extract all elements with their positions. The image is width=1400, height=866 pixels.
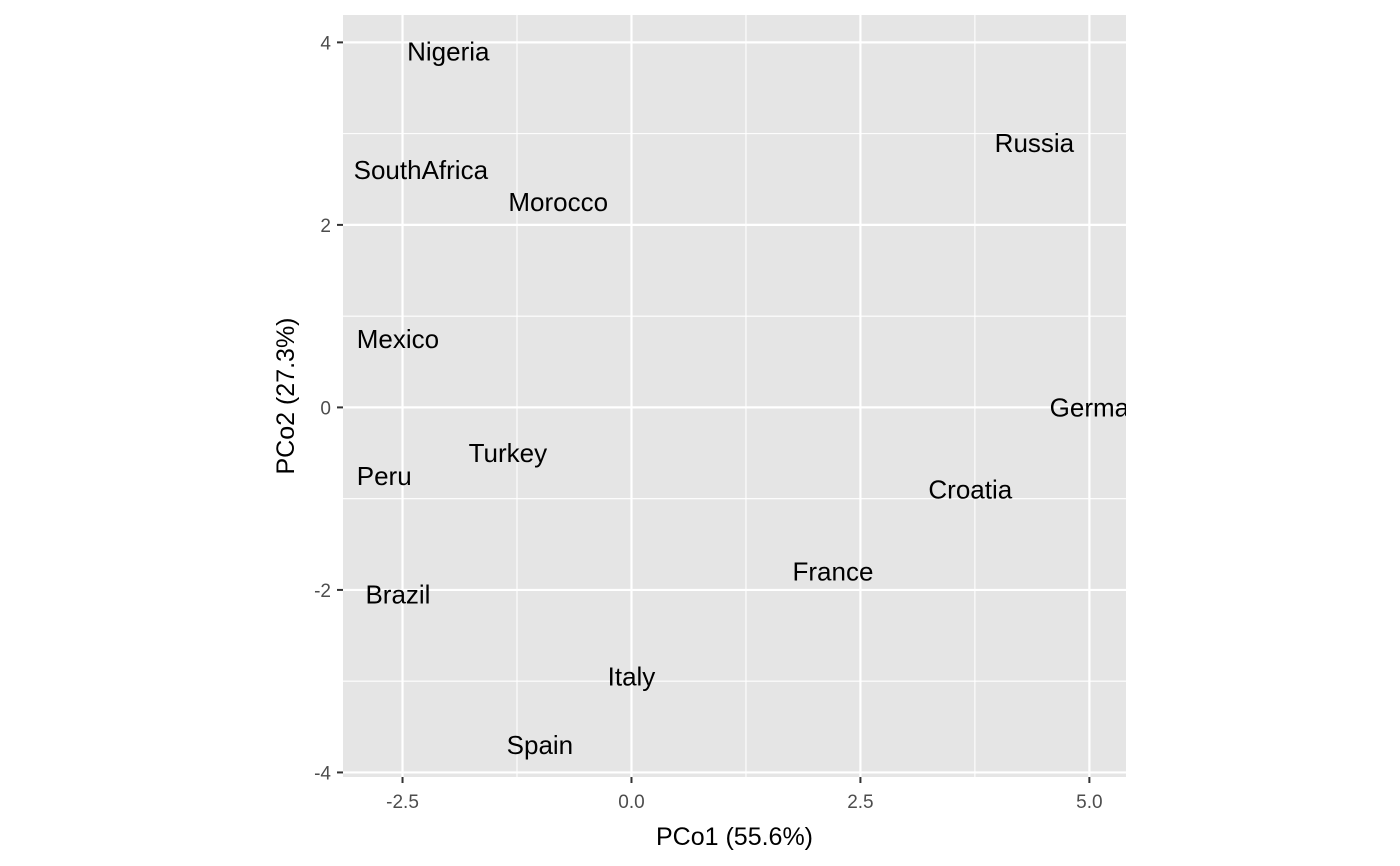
minor-gridlines: [343, 15, 1126, 777]
y-tick-label: -4: [314, 763, 331, 784]
point-label-turkey: Turkey: [469, 438, 548, 468]
point-label-southafrica: SouthAfrica: [354, 155, 489, 185]
y-tick-label: 4: [320, 33, 331, 54]
point-label-nigeria: Nigeria: [407, 37, 490, 67]
point-labels: Nigeria Russia SouthAfrica Morocco Mexico Ger…: [354, 37, 1157, 761]
y-tick-label: 0: [320, 398, 331, 419]
point-label-italy: Italy: [608, 662, 656, 692]
point-label-mexico: Mexico: [357, 324, 439, 354]
y-tick-label: 2: [320, 216, 331, 237]
point-label-france: France: [792, 557, 873, 587]
x-tick-label: 2.5: [847, 792, 873, 813]
point-label-germany: Germany: [1050, 392, 1157, 422]
x-axis-title: PCo1 (55.6%): [656, 823, 813, 851]
plot-panel: [343, 15, 1126, 777]
point-label-morocco: Morocco: [508, 187, 608, 217]
y-axis-title: PCo2 (27.3%): [272, 317, 300, 474]
point-label-peru: Peru: [357, 461, 412, 491]
major-gridlines: [343, 15, 1126, 777]
x-tick-label: 0.0: [618, 792, 644, 813]
point-label-russia: Russia: [995, 128, 1075, 158]
y-axis-ticks: 4 2 0 -2 -4: [314, 33, 343, 784]
point-label-croatia: Croatia: [928, 475, 1012, 505]
x-axis-ticks: -2.5 0.0 2.5 5.0: [386, 777, 1103, 813]
x-tick-label: 5.0: [1076, 792, 1102, 813]
x-tick-label: -2.5: [386, 792, 419, 813]
point-label-spain: Spain: [507, 730, 574, 760]
y-tick-label: -2: [314, 581, 331, 602]
point-label-brazil: Brazil: [365, 579, 430, 609]
